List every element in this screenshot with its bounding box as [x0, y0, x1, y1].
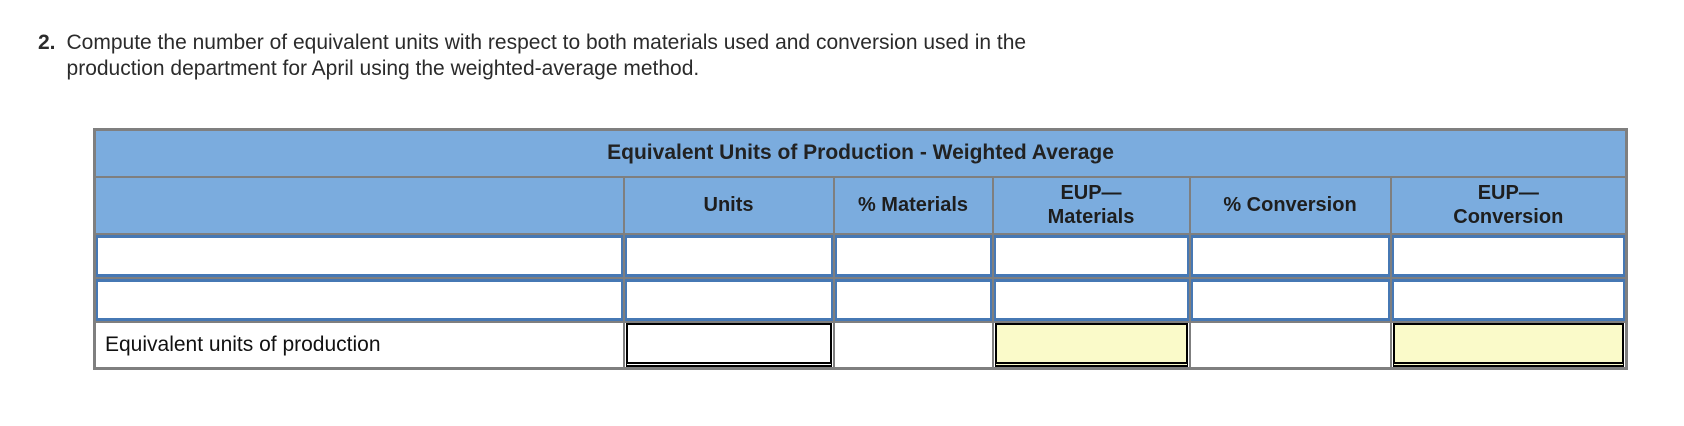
input-row-2 — [93, 276, 1628, 323]
total-eup-materials-input[interactable] — [994, 322, 1188, 367]
table-title: Equivalent Units of Production - Weighte… — [93, 128, 1628, 178]
question: 2. Compute the number of equivalent unit… — [38, 30, 1026, 82]
row2-pct-materials-input[interactable] — [834, 278, 992, 321]
row2-units-input[interactable] — [624, 278, 833, 321]
header-pct-conversion: % Conversion — [1188, 175, 1392, 235]
header-pct-materials: % Materials — [832, 175, 994, 235]
total-pct-conversion-empty-cell — [1188, 320, 1392, 370]
header-row-label — [93, 175, 625, 235]
row1-pct-materials-input[interactable] — [834, 234, 992, 277]
total-units-input[interactable] — [625, 322, 832, 367]
header-eup-materials: EUP— Materials — [991, 175, 1191, 235]
question-number: 2. — [38, 31, 56, 54]
total-row: Equivalent units of production — [93, 320, 1628, 370]
table-header-row: Units % Materials EUP— Materials % Conve… — [93, 175, 1628, 235]
total-eup-conversion-input[interactable] — [1392, 322, 1625, 367]
row1-eup-materials-input[interactable] — [993, 234, 1189, 277]
header-eup-conversion: EUP— Conversion — [1389, 175, 1628, 235]
row2-label-dropdown[interactable] — [96, 278, 623, 321]
row1-units-input[interactable] — [624, 234, 833, 277]
row1-pct-conversion-input[interactable] — [1190, 234, 1390, 277]
total-pct-materials-empty-cell — [832, 320, 994, 370]
table-title-row: Equivalent Units of Production - Weighte… — [93, 128, 1628, 178]
row2-eup-conversion-input[interactable] — [1391, 278, 1626, 321]
eup-table: Equivalent Units of Production - Weighte… — [93, 128, 1629, 370]
row1-label-dropdown[interactable] — [96, 234, 623, 277]
header-units: Units — [622, 175, 835, 235]
row1-eup-conversion-input[interactable] — [1391, 234, 1626, 277]
input-row-1 — [93, 232, 1628, 279]
row2-eup-materials-input[interactable] — [993, 278, 1189, 321]
question-text: Compute the number of equivalent units w… — [66, 31, 1027, 80]
row2-pct-conversion-input[interactable] — [1190, 278, 1390, 321]
total-row-label: Equivalent units of production — [93, 320, 625, 370]
